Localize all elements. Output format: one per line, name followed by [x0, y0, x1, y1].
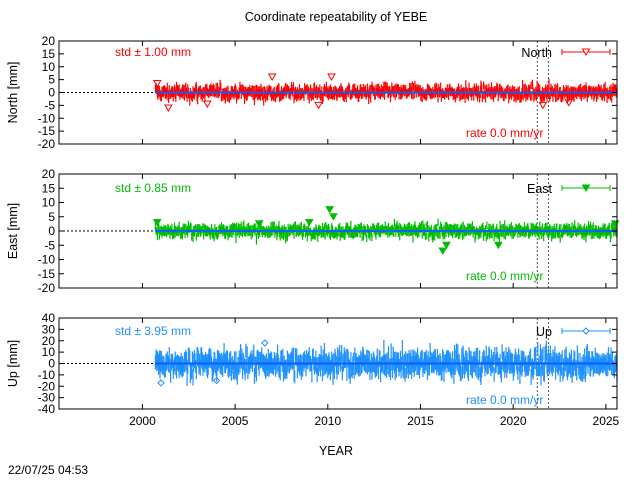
x-tick-label: 2005	[222, 414, 249, 428]
legend-label: Up	[536, 325, 552, 339]
series-up	[154, 339, 618, 387]
y-tick-label: -20	[38, 281, 56, 295]
y-tick-label: -10	[38, 368, 56, 382]
data-point	[442, 241, 451, 250]
legend-label: East	[527, 182, 553, 196]
data-point	[152, 218, 162, 227]
y-tick-label: -15	[38, 267, 56, 281]
data-point	[261, 339, 269, 347]
legend-marker	[582, 327, 590, 335]
y-tick-label: 0	[48, 357, 55, 371]
data-point	[202, 100, 212, 109]
y-tick-label: -10	[38, 111, 56, 125]
y-axis-label: North [mm]	[6, 62, 20, 124]
data-point	[267, 73, 277, 82]
std-label: std ± 0.85 mm	[115, 181, 191, 195]
chart-title: Coordinate repeatability of YEBE	[245, 10, 428, 24]
y-tick-label: 10	[42, 196, 56, 210]
data-point	[304, 218, 314, 227]
y-tick-label: 15	[42, 181, 56, 195]
y-tick-label: 30	[42, 322, 56, 336]
y-tick-label: 20	[42, 334, 56, 348]
data-point	[164, 104, 173, 112]
data-point	[438, 247, 448, 255]
y-axis-label: East [mm]	[6, 203, 20, 259]
data-point	[157, 379, 165, 387]
rate-label: rate 0.0 mm/yr	[466, 126, 543, 140]
y-tick-label: -40	[38, 402, 56, 416]
y-tick-label: -5	[44, 238, 55, 252]
data-point	[254, 220, 264, 228]
y-tick-label: 20	[42, 34, 56, 48]
legend-label: North	[521, 46, 552, 60]
y-tick-label: 15	[42, 47, 56, 61]
data-point	[538, 101, 548, 110]
rate-label: rate 0.0 mm/yr	[466, 393, 543, 407]
y-tick-label: 10	[42, 345, 56, 359]
y-tick-label: 20	[42, 167, 56, 181]
timestamp: 22/07/25 04:53	[8, 463, 88, 477]
y-tick-label: -30	[38, 391, 56, 405]
y-tick-label: -20	[38, 137, 56, 151]
legend-marker	[581, 184, 591, 192]
y-tick-label: 10	[42, 60, 56, 74]
legend-marker	[581, 48, 591, 56]
data-point	[327, 73, 336, 82]
x-axis-label: YEAR	[319, 444, 353, 458]
x-tick-label: 2020	[500, 414, 527, 428]
data-point	[325, 206, 335, 214]
x-tick-label: 2000	[129, 414, 156, 428]
y-tick-label: 5	[48, 73, 55, 87]
x-tick-label: 2025	[593, 414, 620, 428]
data-point	[564, 99, 574, 107]
data-point	[212, 376, 221, 385]
y-tick-label: 0	[48, 224, 55, 238]
data-point	[493, 241, 503, 250]
data-point	[152, 79, 162, 88]
x-tick-label: 2010	[314, 414, 341, 428]
data-point	[328, 213, 338, 221]
x-tick-label: 2015	[407, 414, 434, 428]
std-label: std ± 3.95 mm	[115, 324, 191, 338]
y-tick-label: 0	[48, 86, 55, 100]
y-tick-label: 5	[48, 210, 55, 224]
y-tick-label: -5	[44, 98, 55, 112]
y-tick-label: -15	[38, 124, 56, 138]
rate-label: rate 0.0 mm/yr	[466, 269, 543, 283]
y-tick-label: -20	[38, 379, 56, 393]
std-label: std ± 1.00 mm	[115, 45, 191, 59]
y-tick-label: -10	[38, 253, 56, 267]
y-axis-label: Up [mm]	[6, 340, 20, 387]
y-tick-label: 40	[42, 311, 56, 325]
data-point	[314, 101, 323, 110]
